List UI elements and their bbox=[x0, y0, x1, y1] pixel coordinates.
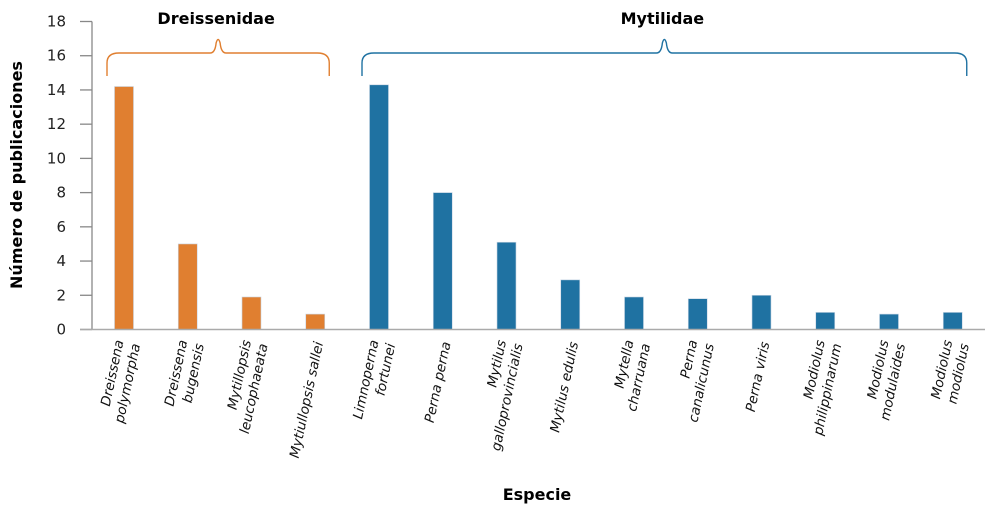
x-tick-label-line: Mytiullopsis sallei bbox=[287, 340, 327, 460]
group-label: Dreissenidae bbox=[157, 9, 275, 28]
group-brace bbox=[361, 38, 968, 76]
bar bbox=[560, 279, 581, 330]
x-tick-label-line: Perna viris bbox=[743, 340, 773, 413]
group-brace bbox=[106, 38, 330, 76]
y-tick-label: 2 bbox=[56, 286, 66, 304]
y-tick-label: 6 bbox=[56, 218, 66, 236]
x-tick-label-line: Mytilus edulis bbox=[547, 340, 582, 434]
y-tick-label: 18 bbox=[47, 13, 66, 31]
x-tick-label: Perna viris bbox=[743, 340, 773, 413]
bar bbox=[177, 243, 198, 330]
y-tick-label: 12 bbox=[47, 115, 66, 133]
bar bbox=[305, 313, 326, 330]
y-tick-label: 14 bbox=[47, 81, 66, 99]
x-tick-label: Mytilus edulis bbox=[547, 340, 582, 434]
y-axis-title: Número de publicaciones bbox=[7, 61, 26, 289]
y-tick-label: 8 bbox=[56, 184, 66, 202]
x-tick-label-line: Perna perna bbox=[422, 340, 455, 424]
bar bbox=[496, 241, 517, 330]
y-tick-label: 10 bbox=[47, 149, 66, 167]
bar bbox=[114, 86, 134, 330]
group-label: Mytilidae bbox=[621, 9, 705, 28]
y-axis: 0 2 4 6 8 10 12 14 16 18 bbox=[47, 13, 93, 339]
bar bbox=[942, 312, 963, 330]
bar bbox=[369, 84, 389, 330]
y-tick-label: 4 bbox=[56, 252, 66, 270]
y-tick-label: 0 bbox=[56, 321, 66, 339]
bar bbox=[624, 296, 644, 330]
x-tick-label-line: Perna bbox=[678, 339, 702, 380]
x-axis-title: Especie bbox=[503, 485, 572, 504]
y-tick-label: 16 bbox=[47, 47, 66, 65]
bar bbox=[815, 312, 836, 330]
bar bbox=[879, 313, 899, 330]
bar bbox=[432, 192, 453, 330]
bar bbox=[687, 298, 708, 330]
bar bbox=[241, 296, 262, 330]
group-braces: Dreissenidae Mytilidae bbox=[106, 9, 968, 76]
x-tick-label: Mytiullopsis sallei bbox=[287, 340, 327, 460]
x-tick-label: Perna perna bbox=[422, 340, 455, 424]
bars bbox=[114, 84, 963, 330]
bar bbox=[751, 294, 772, 330]
